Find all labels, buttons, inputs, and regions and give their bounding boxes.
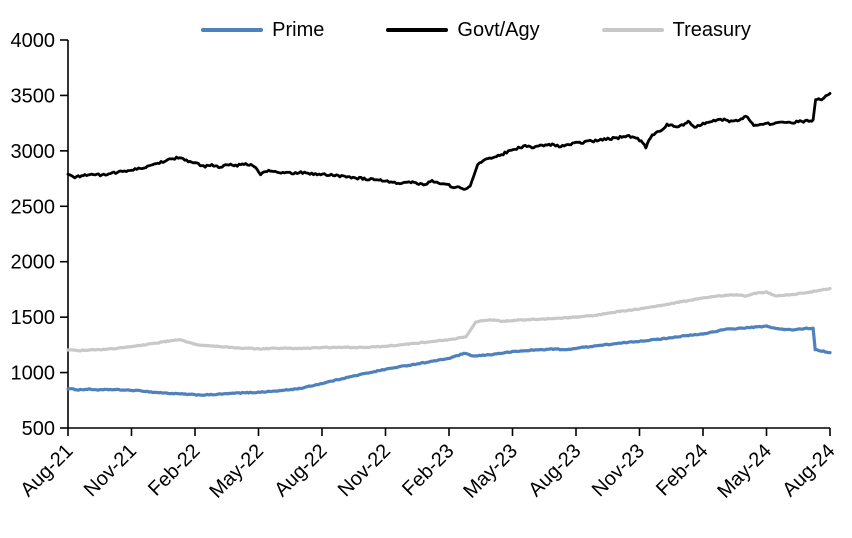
y-tick-label: 500 [22, 418, 55, 440]
series-line-prime [66, 324, 832, 397]
x-tick-label: Nov-21 [80, 440, 141, 501]
y-tick-label: 4000 [11, 30, 56, 52]
x-tick-label: Feb-24 [652, 440, 712, 500]
x-tick-label: May-24 [713, 440, 776, 503]
y-tick-label: 1000 [11, 363, 56, 385]
y-tick-label: 1500 [11, 307, 56, 329]
y-tick-label: 2500 [11, 196, 56, 218]
x-tick-label: Feb-22 [144, 440, 204, 500]
series-line-govt-agy [66, 92, 832, 191]
x-tick-label: Aug-23 [524, 440, 585, 501]
y-tick-label: 3000 [11, 141, 56, 163]
series-line-treasury [66, 286, 832, 353]
x-tick-label: Feb-23 [398, 440, 458, 500]
x-tick-label: Nov-23 [588, 440, 649, 501]
y-tick-label: 2000 [11, 252, 56, 274]
x-tick-label: Aug-22 [270, 440, 331, 501]
x-tick-label: Aug-24 [778, 440, 839, 501]
x-tick-label: May-22 [205, 440, 268, 503]
y-tick-label: 3500 [11, 85, 56, 107]
x-tick-label: Nov-22 [334, 440, 395, 501]
x-tick-label: May-23 [459, 440, 522, 503]
x-tick-label: Aug-21 [16, 440, 77, 501]
